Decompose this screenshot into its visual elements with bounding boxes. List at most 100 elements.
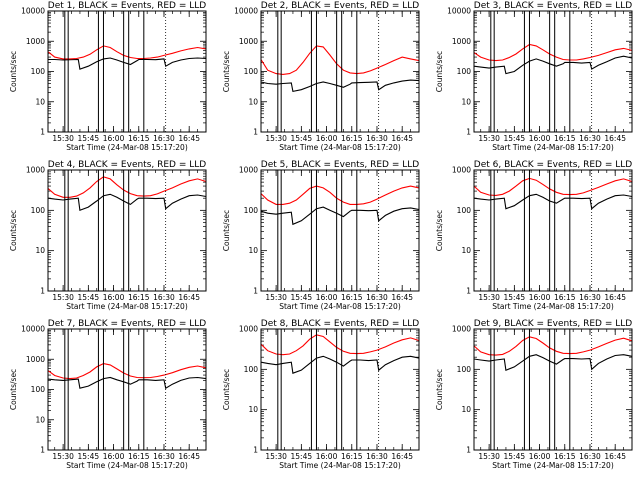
series-line-events — [260, 79, 420, 93]
series-line-events — [260, 355, 420, 374]
detector-panel-6: Det 6, BLACK = Events, RED = LLD 1 10 100 10… — [435, 160, 633, 311]
x-tick-label: 16:00 — [103, 134, 125, 143]
y-axis-label: Counts/sec — [435, 51, 444, 92]
detector-panel-8: Det 8, BLACK = Events, RED = LLD 1 10 100 10… — [222, 319, 420, 470]
x-tick-label: 16:30 — [366, 134, 388, 143]
y-tick-label: 10000 — [21, 7, 45, 16]
series-line-events — [473, 193, 633, 210]
x-tick-label: 16:00 — [529, 293, 551, 302]
y-tick-label: 10 — [461, 97, 471, 106]
panel-title: Det 4, BLACK = Events, RED = LLD — [48, 160, 207, 170]
x-tick-label: 16:15 — [554, 452, 576, 461]
x-tick-label: 15:45 — [291, 452, 313, 461]
panel-title: Det 7, BLACK = Events, RED = LLD — [48, 319, 207, 329]
panel-title: Det 5, BLACK = Events, RED = LLD — [261, 160, 420, 170]
plot-frame — [47, 10, 207, 133]
y-tick-label: 100 — [244, 67, 259, 76]
x-tick-label: 16:15 — [128, 134, 150, 143]
panel-title: Det 8, BLACK = Events, RED = LLD — [261, 319, 420, 329]
plot-frame — [473, 169, 633, 292]
plot-frame — [47, 169, 207, 292]
x-tick-label: 16:15 — [341, 293, 363, 302]
x-tick-label: 15:30 — [52, 134, 74, 143]
plot-frame — [47, 328, 207, 451]
y-axis-label: Counts/sec — [435, 210, 444, 251]
x-axis-label: Start Time (24-Mar-08 15:17:20) — [279, 302, 401, 311]
y-tick-label: 1000 — [26, 37, 45, 46]
x-tick-label: 15:45 — [504, 452, 526, 461]
y-tick-label: 1000 — [239, 37, 258, 46]
x-tick-label: 16:00 — [529, 134, 551, 143]
y-tick-label: 1 — [253, 128, 258, 137]
y-tick-label: 100 — [457, 67, 472, 76]
x-tick-label: 16:30 — [579, 452, 601, 461]
panel-title: Det 2, BLACK = Events, RED = LLD — [261, 1, 420, 11]
x-axis-label: Start Time (24-Mar-08 15:17:20) — [492, 302, 614, 311]
y-tick-label: 1000 — [452, 325, 471, 334]
x-tick-label: 16:15 — [554, 293, 576, 302]
x-tick-label: 16:00 — [316, 134, 338, 143]
y-tick-label: 10 — [35, 246, 45, 255]
detector-panel-5: Det 5, BLACK = Events, RED = LLD 1 10 100 10… — [222, 160, 420, 311]
y-tick-label: 1 — [40, 287, 45, 296]
plot-frame — [260, 10, 420, 133]
x-tick-label: 15:30 — [478, 293, 500, 302]
y-tick-label: 1000 — [239, 166, 258, 175]
y-tick-label: 1000 — [452, 166, 471, 175]
x-tick-label: 16:30 — [579, 134, 601, 143]
y-tick-label: 100 — [244, 365, 259, 374]
series-line-events — [47, 193, 207, 212]
y-tick-label: 1 — [466, 446, 471, 455]
panel-title: Det 9, BLACK = Events, RED = LLD — [474, 319, 633, 329]
x-tick-label: 16:30 — [579, 293, 601, 302]
x-tick-label: 15:30 — [52, 293, 74, 302]
y-tick-label: 10 — [35, 97, 45, 106]
y-tick-label: 100 — [244, 206, 259, 215]
y-tick-label: 1000 — [239, 325, 258, 334]
x-tick-label: 16:45 — [391, 293, 413, 302]
x-tick-label: 15:45 — [291, 134, 313, 143]
x-tick-label: 16:30 — [153, 293, 175, 302]
x-tick-label: 16:45 — [391, 452, 413, 461]
panel-title: Det 6, BLACK = Events, RED = LLD — [474, 160, 633, 170]
y-axis-label: Counts/sec — [9, 369, 18, 410]
x-tick-label: 16:30 — [153, 452, 175, 461]
detector-panel-2: Det 2, BLACK = Events, RED = LLD 1 10 100 10… — [222, 1, 420, 152]
y-tick-label: 1 — [40, 128, 45, 137]
y-tick-label: 1 — [466, 287, 471, 296]
y-axis-label: Counts/sec — [222, 210, 231, 251]
x-tick-label: 16:30 — [366, 293, 388, 302]
x-tick-label: 16:15 — [128, 293, 150, 302]
x-tick-label: 15:30 — [265, 134, 287, 143]
y-tick-label: 1 — [40, 446, 45, 455]
y-tick-label: 100 — [31, 67, 46, 76]
x-tick-label: 15:45 — [504, 134, 526, 143]
x-tick-label: 16:00 — [529, 452, 551, 461]
x-axis-label: Start Time (24-Mar-08 15:17:20) — [492, 143, 614, 152]
panel-title: Det 3, BLACK = Events, RED = LLD — [474, 1, 633, 11]
x-tick-label: 15:30 — [52, 452, 74, 461]
x-tick-label: 15:30 — [265, 293, 287, 302]
detector-panel-4: Det 4, BLACK = Events, RED = LLD 1 10 100 10… — [9, 160, 207, 311]
y-tick-label: 10 — [35, 415, 45, 424]
y-tick-label: 1000 — [26, 166, 45, 175]
y-tick-label: 10000 — [447, 7, 471, 16]
series-line-events — [47, 376, 207, 390]
series-line-events — [48, 57, 207, 70]
x-tick-label: 16:45 — [178, 293, 200, 302]
x-axis-label: Start Time (24-Mar-08 15:17:20) — [279, 143, 401, 152]
panel-title: Det 1, BLACK = Events, RED = LLD — [48, 1, 207, 11]
y-tick-label: 1000 — [452, 37, 471, 46]
x-tick-label: 16:45 — [178, 452, 200, 461]
y-tick-label: 100 — [31, 385, 46, 394]
x-tick-label: 16:00 — [316, 452, 338, 461]
y-tick-label: 100 — [457, 206, 472, 215]
y-tick-label: 1000 — [26, 355, 45, 364]
y-tick-label: 10000 — [234, 7, 258, 16]
x-tick-label: 16:00 — [103, 452, 125, 461]
x-tick-label: 15:45 — [78, 452, 100, 461]
y-axis-label: Counts/sec — [9, 210, 18, 251]
x-tick-label: 16:15 — [128, 452, 150, 461]
x-tick-label: 15:45 — [504, 293, 526, 302]
